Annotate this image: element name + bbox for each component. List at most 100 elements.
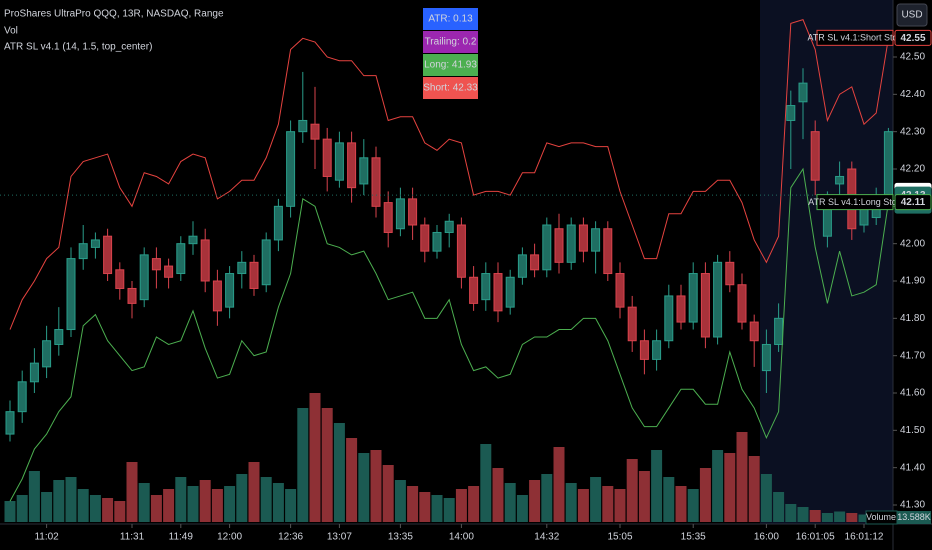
candle-body — [542, 224, 552, 271]
volume-bar — [577, 489, 589, 522]
volume-bar — [614, 489, 626, 522]
candle-body — [200, 239, 210, 282]
candle-body — [810, 131, 820, 181]
volume-bar — [285, 489, 297, 522]
volume-bar — [297, 408, 309, 522]
candle-body — [883, 131, 893, 196]
volume-bar — [480, 444, 492, 522]
candle-body — [761, 343, 771, 372]
candle-body — [713, 261, 723, 338]
volume-bar — [382, 465, 394, 522]
y-tick-label: 42.40 — [900, 89, 925, 100]
candle-body — [90, 239, 100, 248]
y-tick-label: 41.70 — [900, 350, 925, 361]
x-tick-label: 16:00 — [754, 532, 779, 543]
candle-body — [737, 284, 747, 323]
price-label: 42.11 — [901, 197, 926, 208]
candle-body — [420, 224, 430, 252]
candle-body — [700, 273, 710, 338]
volume-bar — [419, 492, 431, 522]
volume-bar — [126, 462, 138, 522]
volume-bar — [663, 477, 675, 522]
candle-body — [835, 175, 845, 185]
candle-body — [395, 198, 405, 230]
volume-bar — [785, 504, 797, 522]
volume-bar — [358, 453, 370, 522]
volume-value-box — [897, 511, 931, 524]
candle-body — [444, 220, 454, 233]
candle-body — [749, 321, 759, 342]
volume-bar — [28, 471, 40, 522]
x-tick-label: 16:01:05 — [796, 532, 835, 543]
volume-bar — [260, 477, 272, 522]
y-tick-label: 41.50 — [900, 425, 925, 436]
volume-bar — [626, 459, 638, 522]
y-tick-label: 41.30 — [900, 500, 925, 511]
x-tick-label: 16:01:12 — [845, 532, 884, 543]
volume-bar — [199, 480, 211, 522]
candle-body — [566, 224, 576, 263]
info-text: Short: 42.33 — [423, 83, 478, 94]
stop-line — [9, 167, 889, 502]
volume-bar — [272, 483, 284, 522]
volume-bar — [455, 489, 467, 522]
volume-bar — [712, 450, 724, 522]
vol-legend: Vol — [4, 26, 18, 37]
candle-body — [517, 254, 527, 278]
candle-body — [786, 105, 796, 121]
volume-bar — [858, 514, 870, 522]
x-tick-label: 11:31 — [120, 532, 145, 543]
volume-bar — [516, 495, 528, 522]
volume-bar — [443, 498, 455, 522]
volume-bar — [724, 453, 736, 522]
volume-bar — [407, 486, 419, 522]
info-cell — [423, 77, 478, 99]
marks: 41.30 41.40 41.50 41.60 41.70 41.80 41.90 42.00… — [0, 19, 925, 543]
candle-body — [298, 119, 308, 133]
overlay: ProShares UltraPro QQQ, 13R, NASDAQ, Ran… — [4, 3, 932, 525]
volume-bar — [89, 495, 101, 522]
volume-bar — [529, 480, 541, 522]
candle-body — [493, 273, 503, 312]
price-label: 42.55 — [900, 33, 925, 44]
candle-body — [139, 254, 149, 301]
volume-bar — [16, 495, 28, 522]
candle-body — [164, 265, 174, 278]
candle-body — [127, 287, 137, 304]
volume-bar — [102, 498, 114, 522]
x-tick-label: 11:02 — [34, 532, 59, 543]
candle-body — [249, 261, 259, 289]
volume-bar — [321, 408, 333, 522]
volume-bar — [760, 474, 772, 522]
volume-bar — [773, 492, 785, 522]
candle-body — [591, 228, 601, 252]
volume-bar — [809, 510, 821, 522]
y-tick-label: 41.40 — [900, 462, 925, 473]
candle-body — [261, 239, 271, 286]
candle-body — [456, 224, 466, 278]
y-tick-label: 42.50 — [900, 52, 925, 63]
candle-body — [347, 142, 357, 189]
currency-button[interactable] — [896, 3, 928, 27]
currency[interactable]: USD — [901, 10, 922, 21]
candle-body — [115, 269, 125, 289]
candle-body — [469, 276, 479, 304]
candle-body — [78, 243, 88, 260]
volume-bar — [638, 471, 650, 522]
price-label-box — [894, 29, 932, 46]
price-label-box — [894, 194, 932, 211]
volume-bar — [602, 486, 614, 522]
volume-bar — [541, 474, 553, 522]
volume-bar — [565, 483, 577, 522]
candle-body — [29, 362, 39, 383]
x-tick-label: 14:32 — [534, 532, 559, 543]
candle-body — [578, 224, 588, 252]
volume-bar — [431, 495, 443, 522]
candle-body — [17, 381, 27, 413]
volume-value: 13.588K — [897, 512, 931, 522]
volume-bar — [114, 501, 126, 522]
volume-bar — [163, 489, 175, 522]
volume-bar — [468, 486, 480, 522]
candle-body — [554, 228, 564, 263]
